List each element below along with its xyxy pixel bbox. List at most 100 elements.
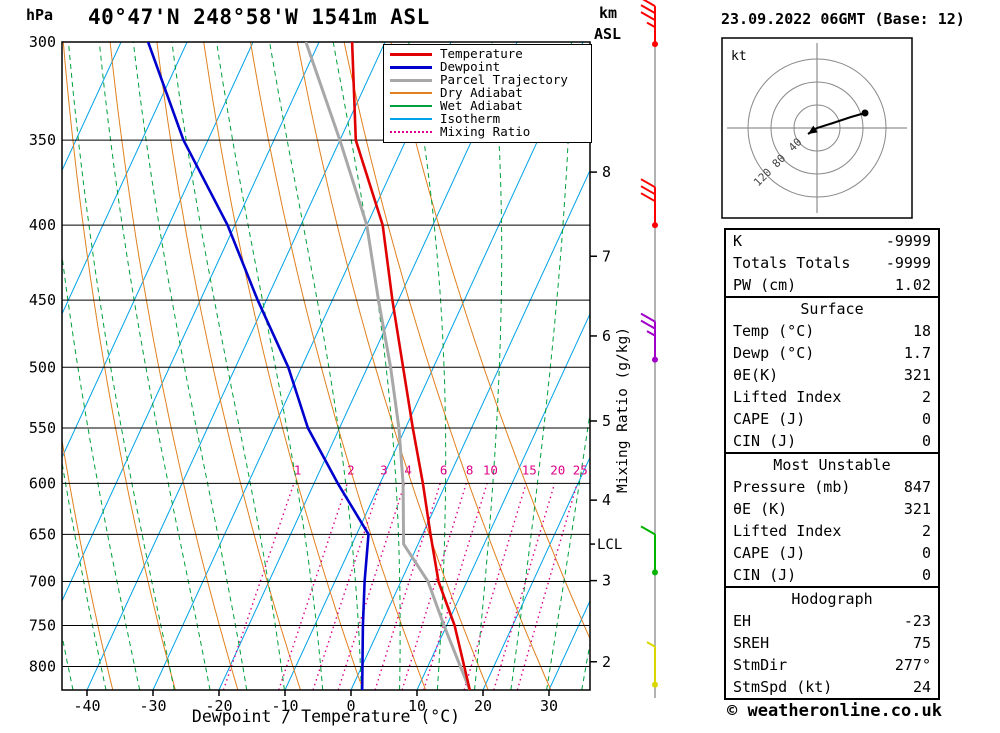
indices-row-label: CAPE (J) — [733, 410, 806, 428]
indices-row-value: 2 — [921, 522, 931, 540]
indices-row: CIN (J) 0 — [726, 564, 938, 586]
indices-section: Most Unstable Pressure (mb) 847 θE (K) 321 Li… — [726, 452, 938, 586]
lcl-label: LCL — [597, 537, 622, 553]
km-tick-label: 4 — [602, 491, 611, 509]
temperature-tick-label: 0 — [346, 697, 355, 715]
hodograph-arrowhead — [808, 125, 818, 134]
datetime-title: 23.09.2022 06GMT (Base: 12) — [721, 10, 965, 28]
indices-row-label: CIN (J) — [733, 566, 797, 584]
km-axis: 8 7 6 5 4 3 2 LCL — [590, 163, 622, 671]
indices-row-label: Temp (°C) — [733, 322, 815, 340]
legend-item: Parcel Trajectory — [390, 71, 589, 87]
indices-row-value: 75 — [912, 634, 931, 652]
indices-row: θE (K) 321 — [726, 498, 938, 520]
indices-row-label: Pressure (mb) — [733, 478, 851, 496]
mixing-ratio-label: 2 — [347, 463, 355, 478]
temperature-tick-label: 10 — [408, 697, 426, 715]
indices-row: Totals Totals -9999 — [726, 252, 938, 274]
km-tick-label: 6 — [602, 327, 611, 345]
indices-row: Temp (°C) 18 — [726, 320, 938, 342]
skewt-background — [62, 42, 590, 690]
indices-table: K -9999 Totals Totals -9999 PW (cm) 1.02 Surfa… — [724, 228, 940, 700]
pressure-axis-unit-label: hPa — [26, 6, 54, 24]
temperature-tick-label: -40 — [73, 697, 100, 715]
legend-item-label: Dry Adiabat — [440, 84, 523, 100]
indices-section-header: Most Unstable — [773, 456, 891, 474]
indices-row-value: 0 — [921, 566, 931, 584]
indices-row: CAPE (J) 0 — [726, 542, 938, 564]
indices-section: Hodograph EH -23 SREH 75 StmDir 277° StmSpd (kt… — [726, 586, 938, 698]
indices-row-value: 321 — [903, 500, 931, 518]
legend-line-swatch — [390, 52, 432, 56]
wind-barb — [640, 525, 658, 576]
station-title: 40°47'N 248°58'W 1541m ASL — [88, 5, 430, 29]
wind-barb — [646, 641, 658, 688]
km-tick-label: 7 — [602, 247, 611, 265]
wet-adiabat-lines — [62, 42, 590, 690]
pressure-tick-label: 650 — [29, 525, 56, 543]
indices-section-header: Hodograph — [791, 590, 873, 608]
wind-barb-column — [640, 0, 658, 698]
legend-item: Temperature — [390, 48, 589, 61]
indices-row: Dewp (°C) 1.7 — [726, 342, 938, 364]
indices-row: CIN (J) 0 — [726, 430, 938, 452]
indices-row: EH -23 — [726, 610, 938, 632]
legend-line-swatch — [390, 105, 432, 107]
temperature-tick-label: 20 — [474, 697, 492, 715]
indices-section: K -9999 Totals Totals -9999 PW (cm) 1.02 — [726, 230, 938, 296]
legend-item: Wet Adiabat — [390, 99, 589, 113]
mixing-ratio-axis-title: Mixing Ratio (g/kg) — [615, 327, 631, 493]
mixing-ratio-label: 8 — [466, 463, 474, 478]
legend-line-swatch — [390, 78, 432, 82]
pressure-tick-label: 450 — [29, 291, 56, 309]
sounding-profiles — [146, 42, 472, 690]
temperature-tick-label: -20 — [205, 697, 232, 715]
mixing-ratio-label: 10 — [483, 463, 498, 478]
legend-item-label: Parcel Trajectory — [440, 71, 568, 87]
legend-line-swatch — [390, 65, 432, 69]
legend-item: Mixing Ratio — [390, 125, 589, 138]
mixing-ratio-label: 6 — [440, 463, 448, 478]
temperature-tick-label: -30 — [139, 697, 166, 715]
indices-section: Surface Temp (°C) 18 Dewp (°C) 1.7 θE(K) 321 Li… — [726, 296, 938, 452]
dewpoint-curve — [146, 42, 370, 690]
indices-row-label: CIN (J) — [733, 432, 797, 450]
legend-item-label: Isotherm — [440, 110, 501, 126]
temperature-curve — [350, 42, 472, 690]
indices-row-label: StmDir — [733, 656, 788, 674]
indices-row-value: 321 — [903, 366, 931, 384]
indices-row-value: 1.02 — [894, 276, 931, 294]
hodograph-unit-label: kt — [731, 49, 747, 64]
legend-item: Dry Adiabat — [390, 84, 589, 100]
indices-row-value: 24 — [912, 678, 931, 696]
legend-item-label: Mixing Ratio — [440, 123, 531, 139]
mixing-ratio-label: 4 — [404, 463, 412, 478]
indices-row-value: 0 — [921, 432, 931, 450]
indices-row: StmSpd (kt) 24 — [726, 676, 938, 698]
pressure-tick-label: 600 — [29, 474, 56, 492]
x-axis-title: Dewpoint / Temperature (°C) — [192, 707, 460, 726]
indices-row-label: CAPE (J) — [733, 544, 806, 562]
indices-row: K -9999 — [726, 230, 938, 252]
pressure-tick-label: 700 — [29, 573, 56, 591]
wind-barb — [640, 0, 658, 48]
dry-adiabat-lines — [62, 42, 590, 690]
wind-barb — [640, 312, 658, 363]
indices-row-label: Lifted Index — [733, 388, 842, 406]
indices-row: θE(K) 321 — [726, 364, 938, 386]
indices-row-label: θE (K) — [733, 500, 788, 518]
indices-row: Pressure (mb) 847 — [726, 476, 938, 498]
temperature-axis: -40 -30 -20 -10 0 10 20 30 — [73, 690, 558, 715]
legend-item: Isotherm — [390, 112, 589, 125]
indices-row: StmDir 277° — [726, 654, 938, 676]
pressure-tick-label: 800 — [29, 658, 56, 676]
km-tick-label: 8 — [602, 163, 611, 181]
asl-axis-unit-label: ASL — [594, 25, 622, 43]
indices-row-label: θE(K) — [733, 366, 779, 384]
pressure-tick-label: 400 — [29, 216, 56, 234]
wind-barb — [640, 178, 658, 229]
plot-border — [61, 41, 591, 691]
indices-row-value: -9999 — [885, 232, 931, 250]
